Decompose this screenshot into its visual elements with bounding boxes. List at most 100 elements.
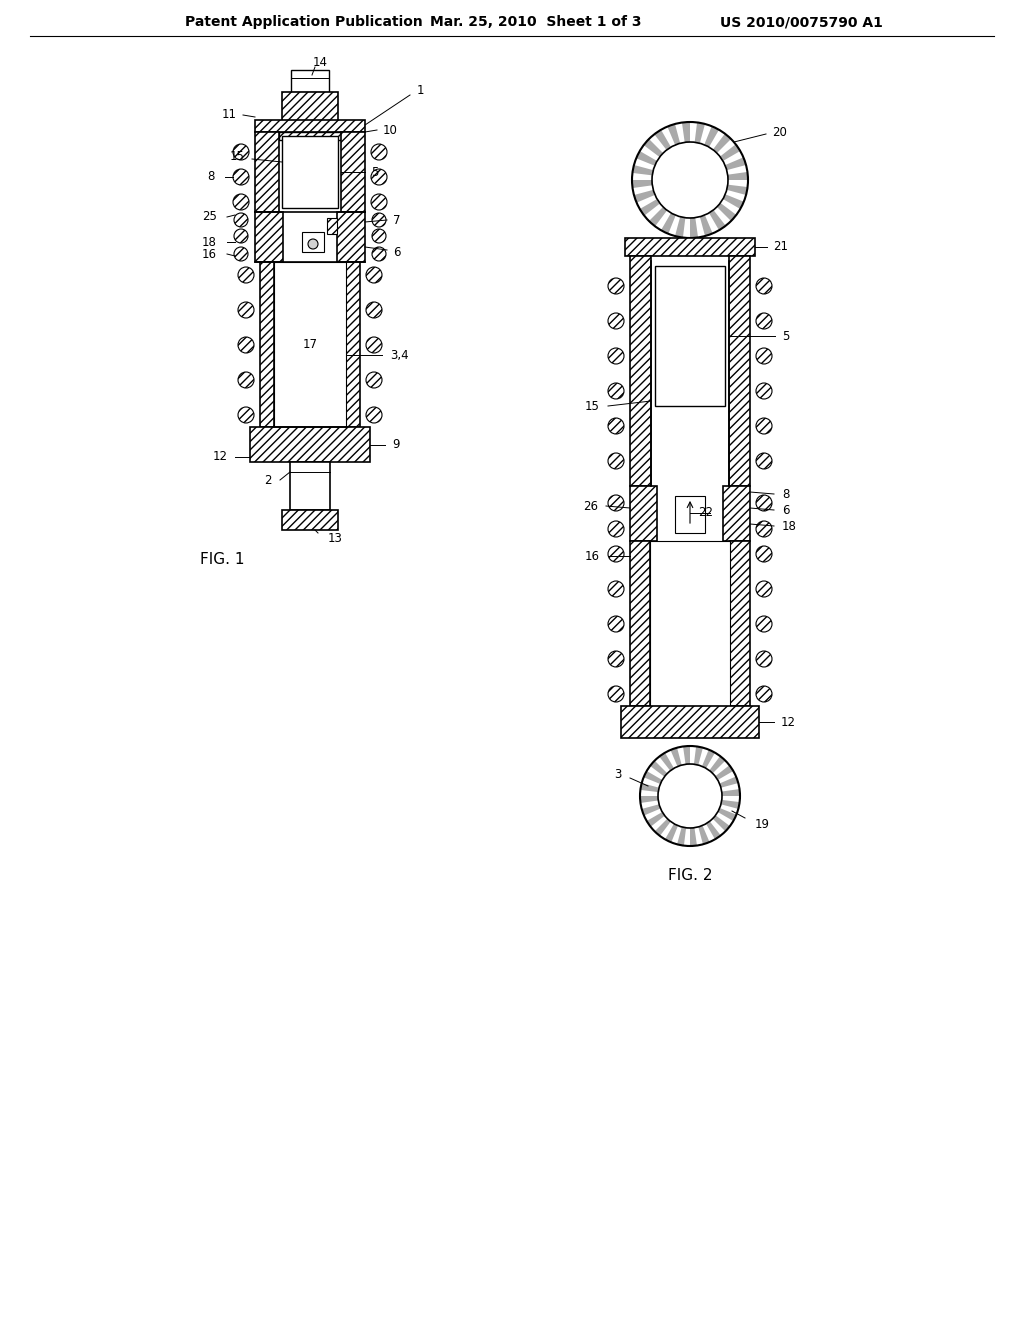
Bar bbox=[655, 267, 725, 407]
Circle shape bbox=[608, 313, 624, 329]
Text: 11: 11 bbox=[222, 108, 237, 121]
Circle shape bbox=[366, 372, 382, 388]
Text: 1: 1 bbox=[416, 83, 424, 96]
Circle shape bbox=[371, 169, 387, 185]
Text: FIG. 1: FIG. 1 bbox=[200, 553, 245, 568]
Wedge shape bbox=[720, 144, 740, 161]
Circle shape bbox=[608, 418, 624, 434]
Circle shape bbox=[756, 348, 772, 364]
Text: 5: 5 bbox=[782, 330, 790, 342]
Wedge shape bbox=[650, 760, 668, 776]
Wedge shape bbox=[727, 185, 748, 195]
Circle shape bbox=[372, 247, 386, 261]
Wedge shape bbox=[723, 194, 743, 209]
Bar bbox=[630, 541, 650, 706]
Wedge shape bbox=[713, 133, 731, 153]
Bar bbox=[250, 426, 370, 462]
Bar bbox=[302, 232, 324, 252]
Circle shape bbox=[238, 267, 254, 282]
Text: 3,4: 3,4 bbox=[390, 348, 409, 362]
Wedge shape bbox=[699, 215, 713, 236]
Circle shape bbox=[608, 495, 624, 511]
Text: 21: 21 bbox=[773, 240, 788, 253]
Wedge shape bbox=[633, 165, 653, 176]
Wedge shape bbox=[640, 199, 660, 215]
Circle shape bbox=[652, 143, 728, 218]
Wedge shape bbox=[725, 157, 746, 170]
Wedge shape bbox=[728, 172, 748, 180]
Circle shape bbox=[756, 686, 772, 702]
Circle shape bbox=[756, 581, 772, 597]
Circle shape bbox=[756, 313, 772, 329]
Wedge shape bbox=[640, 796, 658, 803]
Wedge shape bbox=[632, 180, 652, 187]
Wedge shape bbox=[682, 121, 690, 143]
Text: Patent Application Publication: Patent Application Publication bbox=[185, 15, 423, 29]
Wedge shape bbox=[694, 746, 702, 766]
Circle shape bbox=[234, 213, 248, 227]
Wedge shape bbox=[636, 150, 657, 166]
Text: 9: 9 bbox=[392, 438, 399, 451]
Wedge shape bbox=[671, 747, 682, 767]
Wedge shape bbox=[706, 821, 721, 840]
Circle shape bbox=[238, 302, 254, 318]
Wedge shape bbox=[683, 746, 690, 764]
Circle shape bbox=[756, 651, 772, 667]
Circle shape bbox=[658, 764, 722, 828]
Circle shape bbox=[372, 228, 386, 243]
Wedge shape bbox=[647, 812, 665, 826]
Circle shape bbox=[233, 169, 249, 185]
Text: 8: 8 bbox=[782, 487, 790, 500]
Bar bbox=[255, 120, 365, 132]
Text: 15: 15 bbox=[230, 150, 245, 164]
Circle shape bbox=[238, 337, 254, 352]
Bar bbox=[729, 256, 750, 486]
Wedge shape bbox=[690, 828, 697, 846]
Wedge shape bbox=[640, 783, 659, 792]
Bar bbox=[274, 261, 346, 426]
Text: 12: 12 bbox=[213, 450, 228, 463]
Text: 7: 7 bbox=[393, 214, 400, 227]
Wedge shape bbox=[654, 818, 671, 836]
Bar bbox=[291, 70, 329, 92]
Bar bbox=[255, 213, 283, 261]
Bar bbox=[621, 706, 759, 738]
Bar bbox=[260, 261, 274, 426]
Bar bbox=[282, 136, 338, 209]
Circle shape bbox=[234, 228, 248, 243]
Circle shape bbox=[756, 521, 772, 537]
Text: 16: 16 bbox=[202, 248, 217, 260]
Circle shape bbox=[756, 279, 772, 294]
Wedge shape bbox=[649, 207, 667, 226]
Wedge shape bbox=[721, 800, 739, 809]
Wedge shape bbox=[644, 771, 663, 784]
Circle shape bbox=[608, 616, 624, 632]
Circle shape bbox=[233, 144, 249, 160]
Circle shape bbox=[308, 239, 318, 249]
Wedge shape bbox=[710, 756, 725, 774]
Wedge shape bbox=[659, 752, 674, 771]
Bar bbox=[630, 256, 651, 486]
Bar bbox=[723, 486, 750, 541]
Circle shape bbox=[238, 372, 254, 388]
Wedge shape bbox=[675, 216, 685, 238]
Text: 22: 22 bbox=[698, 507, 713, 520]
Text: 13: 13 bbox=[328, 532, 343, 544]
Circle shape bbox=[756, 546, 772, 562]
Bar bbox=[282, 92, 338, 132]
Wedge shape bbox=[644, 139, 664, 157]
Bar bbox=[730, 541, 750, 706]
Bar bbox=[279, 132, 341, 140]
Text: 14: 14 bbox=[312, 55, 328, 69]
Wedge shape bbox=[654, 129, 671, 150]
Circle shape bbox=[372, 213, 386, 227]
Wedge shape bbox=[722, 789, 740, 796]
Wedge shape bbox=[709, 210, 726, 230]
Text: 5: 5 bbox=[371, 165, 379, 178]
Text: US 2010/0075790 A1: US 2010/0075790 A1 bbox=[720, 15, 883, 29]
Text: 17: 17 bbox=[302, 338, 317, 351]
Circle shape bbox=[608, 581, 624, 597]
Text: 20: 20 bbox=[772, 125, 786, 139]
Text: 19: 19 bbox=[755, 817, 770, 830]
Text: 25: 25 bbox=[202, 210, 217, 223]
